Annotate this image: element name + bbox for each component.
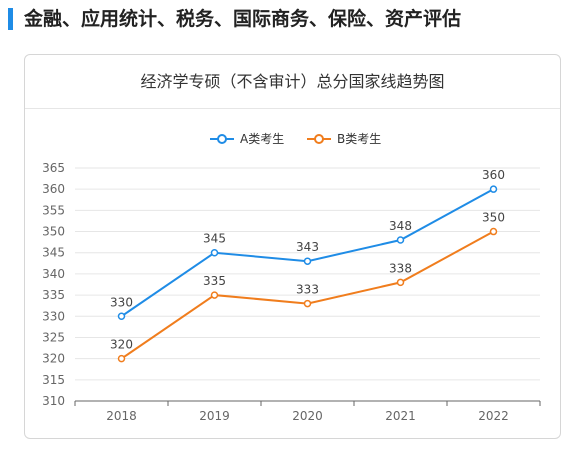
chart-card: 经济学专硕（不含审计）总分国家线趋势图 310 315 320 325 330 335 34… [24,54,561,439]
section-header: 金融、应用统计、税务、国际商务、保险、资产评估 [0,0,575,42]
section-title: 金融、应用统计、税务、国际商务、保险、资产评估 [24,8,462,30]
y-tick-label: 310 [42,394,65,408]
section-accent-bar [8,8,13,30]
data-point [210,291,219,299]
data-point [396,278,405,287]
y-tick-label: 345 [42,246,65,260]
legend-label: B类考生 [337,132,381,146]
data-label: 348 [389,219,412,233]
y-tick-label: 365 [42,161,65,175]
x-tick-label: 2019 [199,409,230,423]
data-point [303,299,312,308]
data-point [396,236,405,244]
data-label: 330 [110,295,133,309]
data-label: 320 [110,338,133,352]
data-point [489,227,498,236]
y-tick-label: 330 [42,309,65,323]
x-tick-label: 2018 [106,409,137,423]
y-tick-label: 350 [42,225,65,239]
data-label: 333 [296,283,319,297]
data-label: 350 [482,211,505,225]
x-tick-label: 2021 [385,409,416,423]
x-tick-label: 2020 [292,409,323,423]
data-label: 338 [389,261,412,275]
data-label: 360 [482,168,505,182]
y-tick-label: 335 [42,288,65,302]
x-tick-label: 2022 [478,409,509,423]
legend-marker [217,134,227,144]
y-tick-label: 355 [42,203,65,217]
y-tick-label: 325 [42,330,65,344]
data-point [117,312,126,321]
data-point [210,248,219,257]
data-label: 335 [203,274,226,288]
y-tick-label: 360 [42,182,65,196]
data-point [489,185,498,193]
y-tick-label: 320 [42,352,65,366]
data-label: 345 [203,232,226,246]
line-chart: 310 315 320 325 330 335 340 345 350 355 360 365 2018… [42,132,541,423]
legend-marker [314,134,324,144]
y-tick-label: 315 [42,373,65,387]
legend-label: A类考生 [240,132,284,146]
data-label: 343 [296,240,319,254]
data-point [303,257,312,265]
chart-title: 经济学专硕（不含审计）总分国家线趋势图 [25,55,560,109]
y-tick-label: 340 [42,267,65,281]
data-point [117,354,126,363]
